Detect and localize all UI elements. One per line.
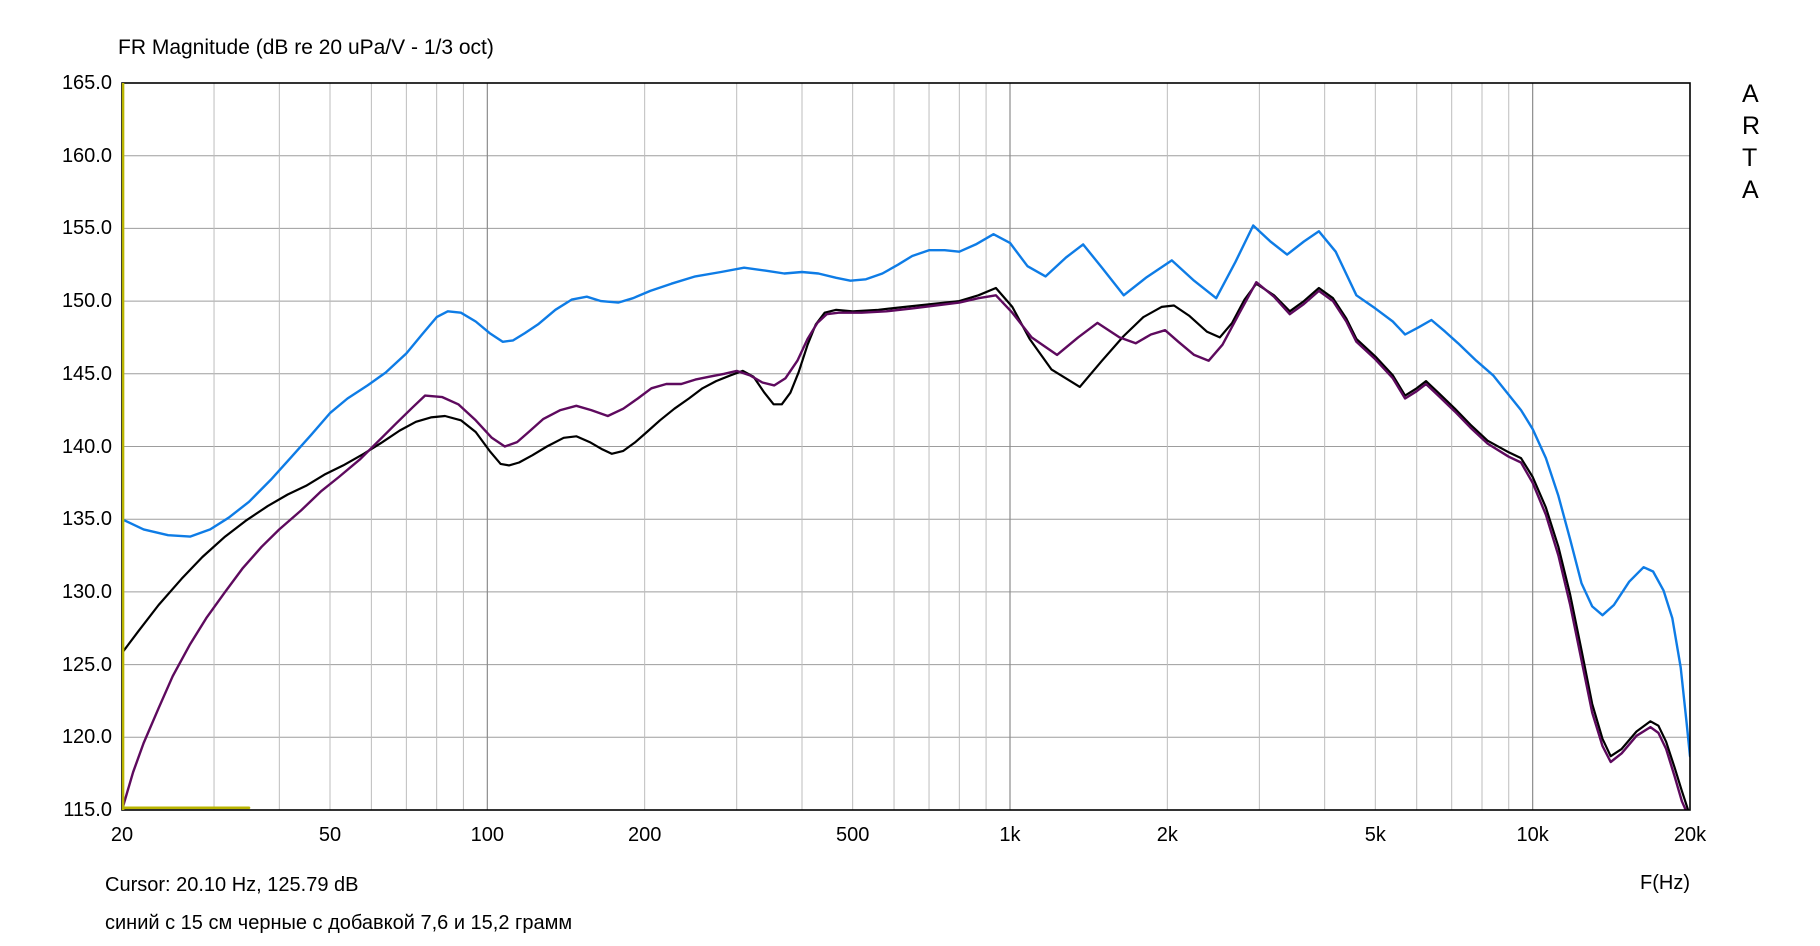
y-tick-label: 155.0 [61, 217, 112, 240]
fr-curve-black-add-7.6g [122, 282, 1690, 810]
x-tick-label: 200 [627, 824, 662, 846]
y-tick-label: 115.0 [63, 799, 112, 821]
y-tick-label: 125.0 [61, 653, 112, 676]
x-tick-label: 500 [835, 824, 870, 846]
x-tick-label: 2k [1156, 824, 1178, 846]
x-tick-label: 20 [110, 824, 134, 846]
arta-watermark-letter: T [1742, 144, 1758, 172]
grid-lines [122, 83, 1690, 810]
x-tick-label: 5k [1364, 824, 1386, 846]
arta-watermark-letter: R [1742, 112, 1761, 140]
cursor-readout: Cursor: 20.10 Hz, 125.79 dB [105, 874, 359, 896]
x-tick-label: 1k [999, 824, 1021, 846]
y-tick-label: 165.0 [61, 72, 112, 94]
arta-watermark-letter: A [1742, 80, 1759, 108]
x-tick-label: 50 [318, 824, 342, 846]
chart-title: FR Magnitude (dB re 20 uPa/V - 1/3 oct) [118, 36, 494, 59]
annotation-note: синий с 15 см черные с добавкой 7,6 и 15… [105, 912, 573, 934]
x-tick-label: 100 [470, 824, 505, 846]
y-tick-label: 150.0 [61, 290, 112, 313]
fr-curve-purple-add-15.2g [122, 281, 1688, 810]
y-tick-label: 145.0 [61, 362, 112, 385]
y-tick-label: 140.0 [61, 435, 112, 458]
y-tick-label: 120.0 [61, 726, 112, 749]
x-tick-label: 10k [1516, 824, 1549, 846]
x-tick-label: 20k [1673, 824, 1707, 846]
fr-curve-blue-15cm [122, 224, 1690, 758]
y-tick-label: 135.0 [61, 508, 112, 531]
y-tick-label: 130.0 [61, 580, 112, 603]
arta-watermark-letter: A [1742, 176, 1759, 204]
y-tick-label: 160.0 [61, 144, 112, 167]
x-axis-unit-label: F(Hz) [1640, 872, 1690, 894]
